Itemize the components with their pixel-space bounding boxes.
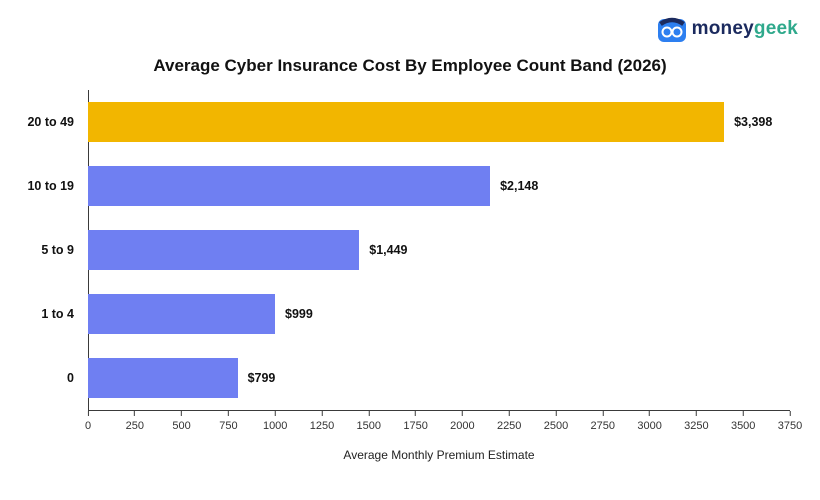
logo-text-geek: geek <box>753 18 798 39</box>
bar-row: 20 to 49 $3,398 <box>6 90 790 154</box>
category-label: 1 to 4 <box>41 307 74 321</box>
x-tick: 1500 <box>357 411 381 432</box>
tick-mark <box>602 411 604 416</box>
tick-mark <box>461 411 463 416</box>
tick-label: 1500 <box>356 420 382 432</box>
x-axis: 0 250 500 750 1000 1250 1500 1750 2000 2250 2500 27… <box>85 410 802 438</box>
tick-label: 750 <box>219 420 238 432</box>
tick-label: 1000 <box>262 420 288 432</box>
x-tick: 1000 <box>263 411 287 432</box>
x-tick: 2750 <box>591 411 615 432</box>
tick-label: 2000 <box>450 420 475 432</box>
bar-track: $3,398 <box>88 90 790 154</box>
bar[interactable] <box>88 102 725 142</box>
value-label: $2,148 <box>500 179 539 193</box>
tick-mark <box>87 411 89 416</box>
logo-text-money: money <box>691 18 754 39</box>
moneygeek-logo[interactable]: moneygeek <box>657 15 798 43</box>
tick-mark <box>555 411 557 416</box>
tick-mark <box>134 411 136 416</box>
x-tick: 750 <box>219 411 238 432</box>
category-label: 0 <box>67 371 74 385</box>
page-header: moneygeek <box>0 0 820 44</box>
bar-track: $799 <box>88 346 790 410</box>
tick-label: 3500 <box>730 420 756 432</box>
tick-label: 3000 <box>637 420 662 432</box>
tick-label: 1250 <box>309 420 335 432</box>
tick-mark <box>508 411 510 416</box>
tick-mark <box>274 411 276 416</box>
tick-mark <box>415 411 417 416</box>
plot-area: 20 to 49 $3,398 10 to 19 $2,148 5 to 9 $1,449… <box>6 90 790 410</box>
x-tick: 3750 <box>778 411 802 432</box>
bar-track: $2,148 <box>88 154 790 218</box>
x-tick: 1750 <box>403 411 428 432</box>
bar-row: 5 to 9 $1,449 <box>6 218 790 282</box>
tick-label: 3250 <box>684 420 709 432</box>
x-tick: 2000 <box>450 411 475 432</box>
tick-label: 0 <box>84 420 92 432</box>
x-tick: 500 <box>172 411 191 432</box>
x-tick: 3000 <box>637 411 662 432</box>
bar-chart: 20 to 49 $3,398 10 to 19 $2,148 5 to 9 $1,449… <box>6 90 802 462</box>
tick-mark <box>321 411 323 416</box>
bar[interactable] <box>88 166 491 206</box>
bar[interactable] <box>88 358 238 398</box>
tick-mark <box>368 411 370 416</box>
category-label: 5 to 9 <box>41 243 74 257</box>
tick-label: 3750 <box>777 420 803 432</box>
x-tick: 250 <box>126 411 144 432</box>
tick-mark <box>742 411 744 416</box>
tick-label: 500 <box>172 420 191 432</box>
tick-label: 2500 <box>543 420 569 432</box>
x-axis-label: Average Monthly Premium Estimate <box>343 448 535 462</box>
bar[interactable] <box>88 294 275 334</box>
moneygeek-icon <box>657 17 686 42</box>
bar[interactable] <box>88 230 360 270</box>
value-label: $1,449 <box>369 243 408 257</box>
tick-mark <box>227 411 229 416</box>
logo-text: moneygeek <box>692 18 798 40</box>
x-tick: 0 <box>85 411 91 432</box>
bar-track: $1,449 <box>88 218 790 282</box>
tick-label: 250 <box>125 420 144 432</box>
tick-mark <box>695 411 697 416</box>
bar-track: $999 <box>88 282 790 346</box>
category-label: 20 to 49 <box>27 115 74 129</box>
tick-mark <box>181 411 183 416</box>
value-label: $999 <box>285 307 313 321</box>
x-tick: 3250 <box>684 411 709 432</box>
tick-label: 2750 <box>590 420 616 432</box>
value-label: $799 <box>247 371 276 385</box>
tick-label: 1750 <box>403 420 428 432</box>
x-tick: 2500 <box>544 411 568 432</box>
chart-title: Average Cyber Insurance Cost By Employee… <box>153 56 667 75</box>
tick-mark <box>789 411 791 416</box>
category-label: 10 to 19 <box>27 179 74 193</box>
x-tick: 1250 <box>310 411 334 432</box>
tick-mark <box>649 411 651 416</box>
x-tick: 2250 <box>497 411 521 432</box>
bar-row: 0 $799 <box>6 346 790 410</box>
bar-row: 1 to 4 $999 <box>6 282 790 346</box>
x-tick: 3500 <box>731 411 755 432</box>
tick-label: 2250 <box>496 420 522 432</box>
value-label: $3,398 <box>734 115 773 129</box>
bar-row: 10 to 19 $2,148 <box>6 154 790 218</box>
